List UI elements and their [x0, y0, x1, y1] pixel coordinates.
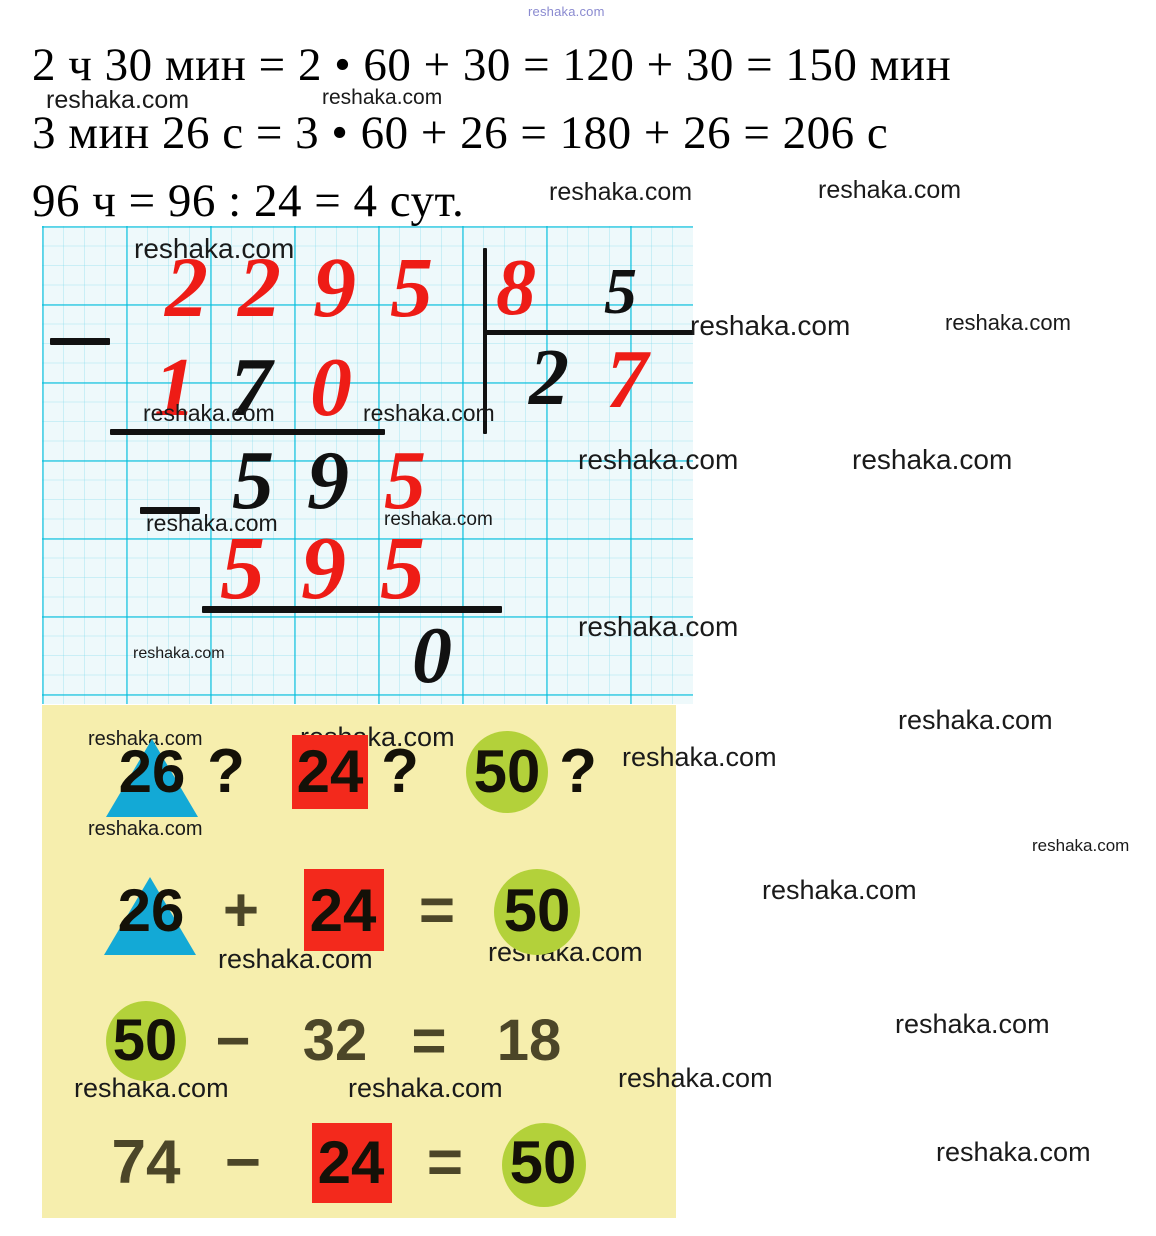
equation-line-2: 3 мин 26 с = 3 • 60 + 26 = 180 + 26 = 20…: [32, 107, 889, 159]
watermark-top: reshaka.com: [528, 4, 605, 19]
difference-result-1: 18: [496, 1008, 562, 1073]
minus-sign-2: [140, 507, 200, 514]
subtrahend-1: 32: [302, 1008, 368, 1073]
circle-green-icon: [502, 1123, 586, 1207]
subtrahend-2-digit-3: 5: [380, 519, 425, 618]
watermark: reshaka.com: [762, 875, 917, 905]
square-red-icon: [312, 1123, 392, 1203]
square-red-icon: [292, 735, 368, 809]
value-50: 50: [503, 877, 571, 944]
subtraction-rule-2: [202, 606, 502, 613]
circle-green-icon: [106, 1001, 186, 1081]
equals-operator: =: [426, 1128, 464, 1197]
division-vertical-bar: [483, 248, 487, 434]
watermark: reshaka.com: [936, 1137, 1091, 1167]
subtrahend-1-digit-1: 1: [154, 341, 196, 434]
watermark: reshaka.com: [818, 176, 962, 204]
dividend-digit-1: 2: [165, 239, 208, 335]
watermark: reshaka.com: [690, 310, 851, 341]
equation-line-1: 2 ч 30 мин = 2 • 60 + 30 = 120 + 30 = 15…: [32, 39, 952, 91]
minus-sign-1: [50, 338, 110, 345]
value-24: 24: [317, 1129, 385, 1196]
final-remainder: 0: [412, 612, 452, 700]
value-26: 26: [118, 738, 186, 805]
exercise-row-unknowns: 26 ? 24 ? 50 ?: [42, 727, 676, 827]
value-24: 24: [309, 877, 377, 944]
subtrahend-2-digit-2: 9: [301, 519, 346, 618]
minuend-2: 74: [111, 1128, 181, 1197]
shape-value-triangle-26[interactable]: 26: [102, 727, 202, 817]
triangle-blue-icon: [106, 739, 198, 817]
divisor-digit-2: 5: [604, 255, 637, 328]
difference-result-2[interactable]: 50: [488, 1117, 598, 1209]
equals-operator: =: [418, 876, 456, 945]
exercise-panel: 26 ? 24 ? 50 ? 26 + 24 = 50: [42, 705, 676, 1218]
quotient-digit-1: 2: [529, 334, 569, 422]
exercise-row-difference-1: 50 − 32 = 18: [42, 995, 676, 1095]
remainder-1-digit-1: 5: [232, 434, 274, 527]
watermark: reshaka.com: [895, 1009, 1050, 1039]
subtrahend-1-digit-3: 0: [310, 341, 352, 434]
square-red-icon: [304, 869, 384, 951]
remainder-1-digit-3: 5: [384, 434, 426, 527]
question-mark-1: ?: [207, 737, 245, 806]
addend-1[interactable]: 26: [98, 865, 204, 957]
shape-value-square-24[interactable]: 24: [280, 727, 380, 817]
quotient-digit-2: 7: [606, 333, 648, 426]
addend-2[interactable]: 24: [290, 865, 396, 957]
dividend-digit-2: 2: [238, 239, 281, 335]
circle-green-icon: [494, 869, 580, 955]
exercise-row-difference-2: 74 − 24 = 50: [42, 1117, 676, 1217]
question-mark-3: ?: [559, 737, 597, 806]
subtrahend-1-digit-2: 7: [230, 341, 272, 434]
minus-operator: −: [215, 1007, 251, 1074]
sum-result[interactable]: 50: [482, 865, 592, 957]
triangle-blue-icon: [104, 877, 196, 955]
subtrahend-2-digit-1: 5: [220, 519, 265, 618]
exercise-row-sum: 26 + 24 = 50: [42, 865, 676, 965]
value-50: 50: [509, 1129, 577, 1196]
watermark: reshaka.com: [852, 444, 1013, 475]
shape-value-circle-50[interactable]: 50: [454, 727, 560, 817]
division-horizontal-bar: [485, 330, 693, 335]
value-50: 50: [473, 738, 541, 805]
long-division-worksheet: 2 2 9 5 8 5 2 7 1 7 0 5 9 5 5 9 5 0: [42, 226, 693, 704]
divisor-digit-1: 8: [496, 244, 536, 332]
plus-operator: +: [222, 876, 260, 945]
dividend-digit-3: 9: [313, 239, 356, 335]
minuend-1[interactable]: 50: [92, 995, 198, 1087]
watermark: reshaka.com: [898, 705, 1053, 735]
dividend-digit-4: 5: [390, 239, 433, 335]
subtrahend-2[interactable]: 24: [298, 1117, 404, 1209]
watermark: reshaka.com: [945, 310, 1071, 335]
circle-green-icon: [466, 731, 548, 813]
subtraction-rule-1: [110, 429, 385, 435]
watermark: reshaka.com: [1032, 836, 1130, 855]
value-50: 50: [112, 1008, 178, 1073]
value-26: 26: [117, 877, 185, 944]
equation-line-3: 96 ч = 96 : 24 = 4 сут.: [32, 175, 465, 227]
watermark: reshaka.com: [549, 178, 693, 206]
equals-operator: =: [411, 1007, 447, 1074]
remainder-1-digit-2: 9: [307, 434, 349, 527]
question-mark-2: ?: [381, 737, 419, 806]
minus-operator: −: [224, 1128, 262, 1197]
value-24: 24: [296, 738, 364, 805]
